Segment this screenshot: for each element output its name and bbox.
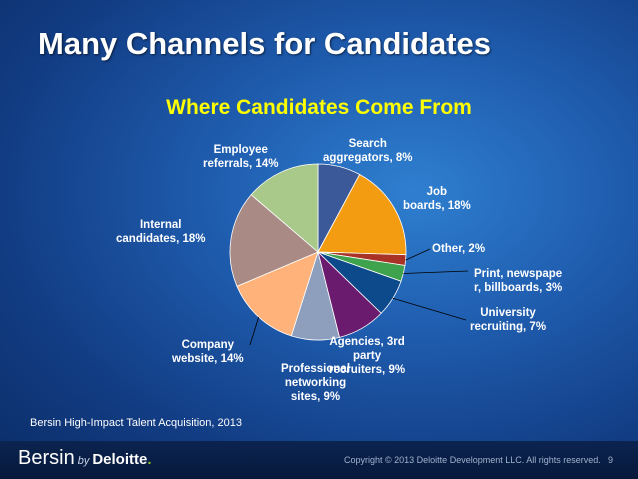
pie-slice-9 — [250, 163, 319, 253]
leader-line-4 — [392, 297, 467, 321]
slice-label-line: candidates, 18% — [116, 233, 206, 245]
slice-label-line: Search — [348, 138, 387, 150]
slice-label-line: Professional — [281, 363, 351, 375]
slice-label-line: University — [480, 307, 536, 319]
slice-label-line: Company — [181, 339, 234, 351]
slice-label-line: recruiting, 7% — [470, 321, 547, 333]
slice-label-line: aggregators, 8% — [323, 152, 413, 164]
footer-bar — [0, 441, 638, 479]
slice-label-line: boards, 18% — [403, 200, 471, 212]
slice-label-2: Other, 2% — [432, 242, 485, 256]
page-number: 9 — [608, 455, 614, 465]
leader-line-2 — [405, 248, 431, 261]
slice-label-line: Internal — [139, 219, 182, 231]
slice-label-7: Company website, 14% — [172, 338, 244, 366]
brand-logo: Bersin by Deloitte. — [18, 447, 152, 470]
slice-label-9: Employee referrals, 14% — [203, 143, 278, 171]
leader-line-7 — [249, 316, 260, 346]
chart-title-text: Where Candidates Come From — [166, 96, 472, 119]
slice-label-line: r, billboards, 3% — [474, 282, 563, 294]
slice-label-1: Job boards, 18% — [403, 185, 471, 213]
brand-name: Bersin — [18, 447, 75, 469]
slice-label-line: Agencies, 3rd — [329, 336, 405, 348]
leader-line-3 — [403, 270, 469, 274]
slice-label-line: recruiters, 9% — [329, 364, 406, 376]
slice-label-line: Job — [426, 186, 448, 198]
brand-by: by — [77, 455, 90, 467]
slice-label-5: Agencies, 3rd party recruiters, 9% — [329, 335, 405, 377]
slice-label-line: Other, 2% — [432, 243, 486, 255]
slice-label-line: party — [352, 350, 382, 362]
brand-dot: . — [147, 451, 152, 468]
brand-company: Deloitte — [92, 451, 148, 468]
slice-label-6: Professional networking sites, 9% — [281, 362, 350, 404]
slice-label-8: Internal candidates, 18% — [116, 218, 205, 246]
slice-label-0: Search aggregators, 8% — [323, 137, 412, 165]
slice-label-line: referrals, 14% — [203, 158, 279, 170]
pie-slice-1 — [317, 173, 407, 256]
slice-label-line: website, 14% — [172, 353, 244, 365]
copyright-text: Copyright © 2013 Deloitte Development LL… — [344, 455, 601, 465]
slice-label-line: networking — [284, 377, 347, 389]
slice-label-line: Employee — [213, 144, 268, 156]
slice-label-line: sites, 9% — [290, 391, 341, 403]
slice-label-3: Print, newspape r, billboards, 3% — [474, 267, 562, 295]
chart-title: Where Candidates Come From — [0, 96, 638, 120]
slice-label-line: Print, newspape — [474, 268, 563, 280]
slice-label-4: University recruiting, 7% — [470, 306, 546, 334]
source-note: Bersin High-Impact Talent Acquisition, 2… — [30, 417, 242, 429]
pie-slice-8 — [229, 194, 319, 287]
slide-title: Many Channels for Candidates — [38, 26, 492, 61]
